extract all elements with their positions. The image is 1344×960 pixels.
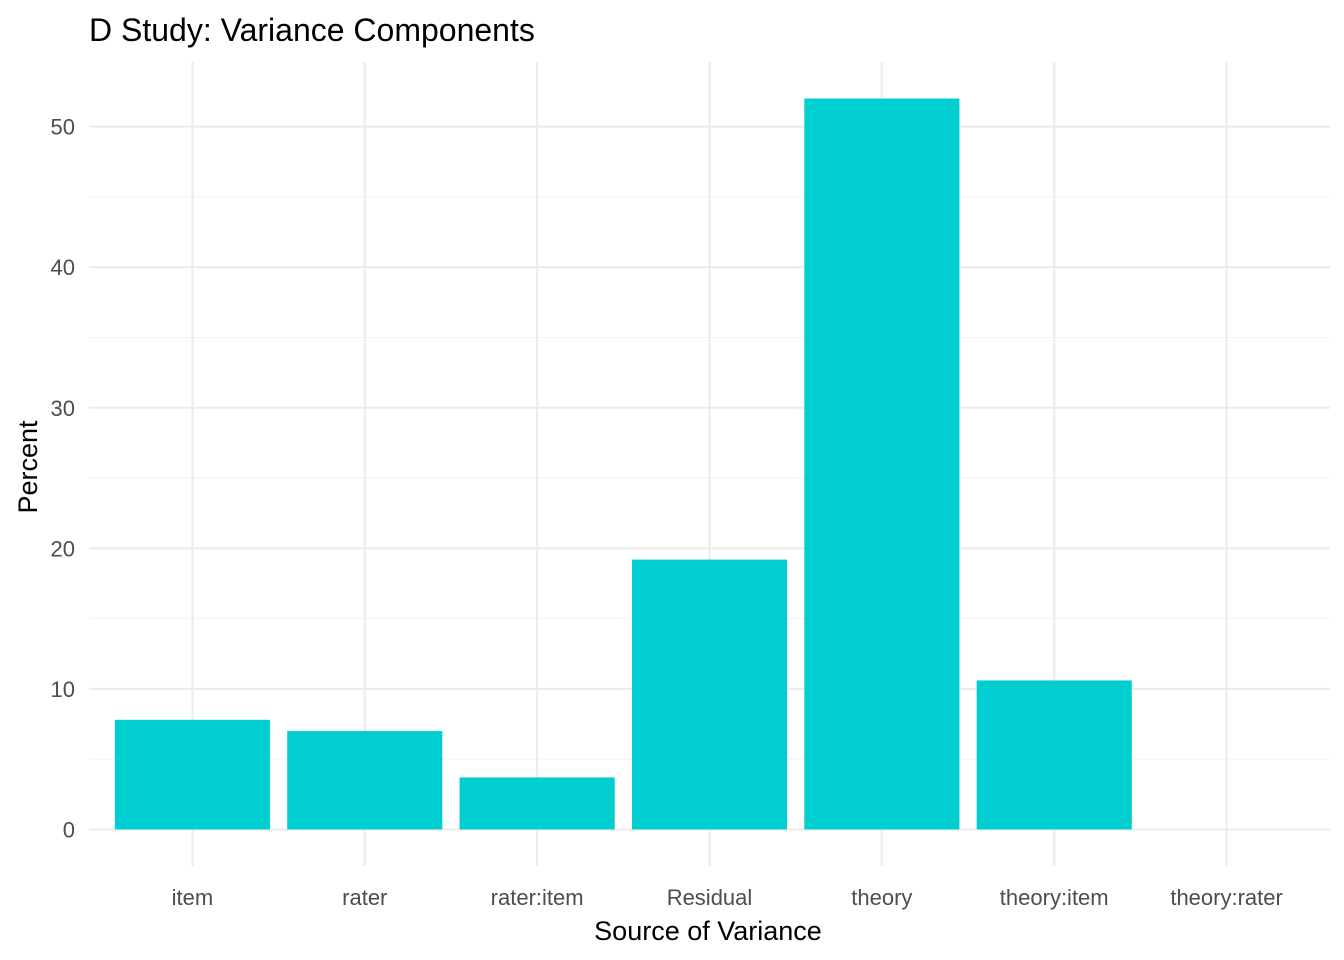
y-axis-ticks: 0 10 20 30 40 50 — [51, 115, 75, 843]
bar-item — [114, 719, 270, 830]
chart-title: D Study: Variance Components — [89, 12, 535, 48]
y-tick-label: 0 — [63, 817, 75, 842]
y-tick-label: 50 — [51, 115, 75, 140]
x-tick-label: rater — [342, 885, 387, 910]
bar-rater — [287, 731, 443, 830]
bars — [114, 98, 1132, 830]
bar-residual — [631, 559, 788, 830]
x-axis-ticks: item rater rater:item Residual theory theory:… — [172, 885, 1283, 910]
x-tick-label: theory:item — [1000, 885, 1109, 910]
x-tick-label: rater:item — [491, 885, 584, 910]
bar-theory-item — [976, 680, 1132, 830]
bar-theory — [804, 98, 960, 830]
x-tick-label: item — [172, 885, 214, 910]
y-tick-label: 30 — [51, 396, 75, 421]
y-axis-title: Percent — [13, 420, 43, 514]
y-tick-label: 40 — [51, 255, 75, 280]
x-tick-label: theory — [851, 885, 912, 910]
y-tick-label: 20 — [51, 536, 75, 561]
x-tick-label: Residual — [667, 885, 753, 910]
x-axis-title: Source of Variance — [594, 916, 822, 946]
x-tick-label: theory:rater — [1170, 885, 1283, 910]
y-tick-label: 10 — [51, 677, 75, 702]
bar-rater-item — [459, 777, 615, 830]
